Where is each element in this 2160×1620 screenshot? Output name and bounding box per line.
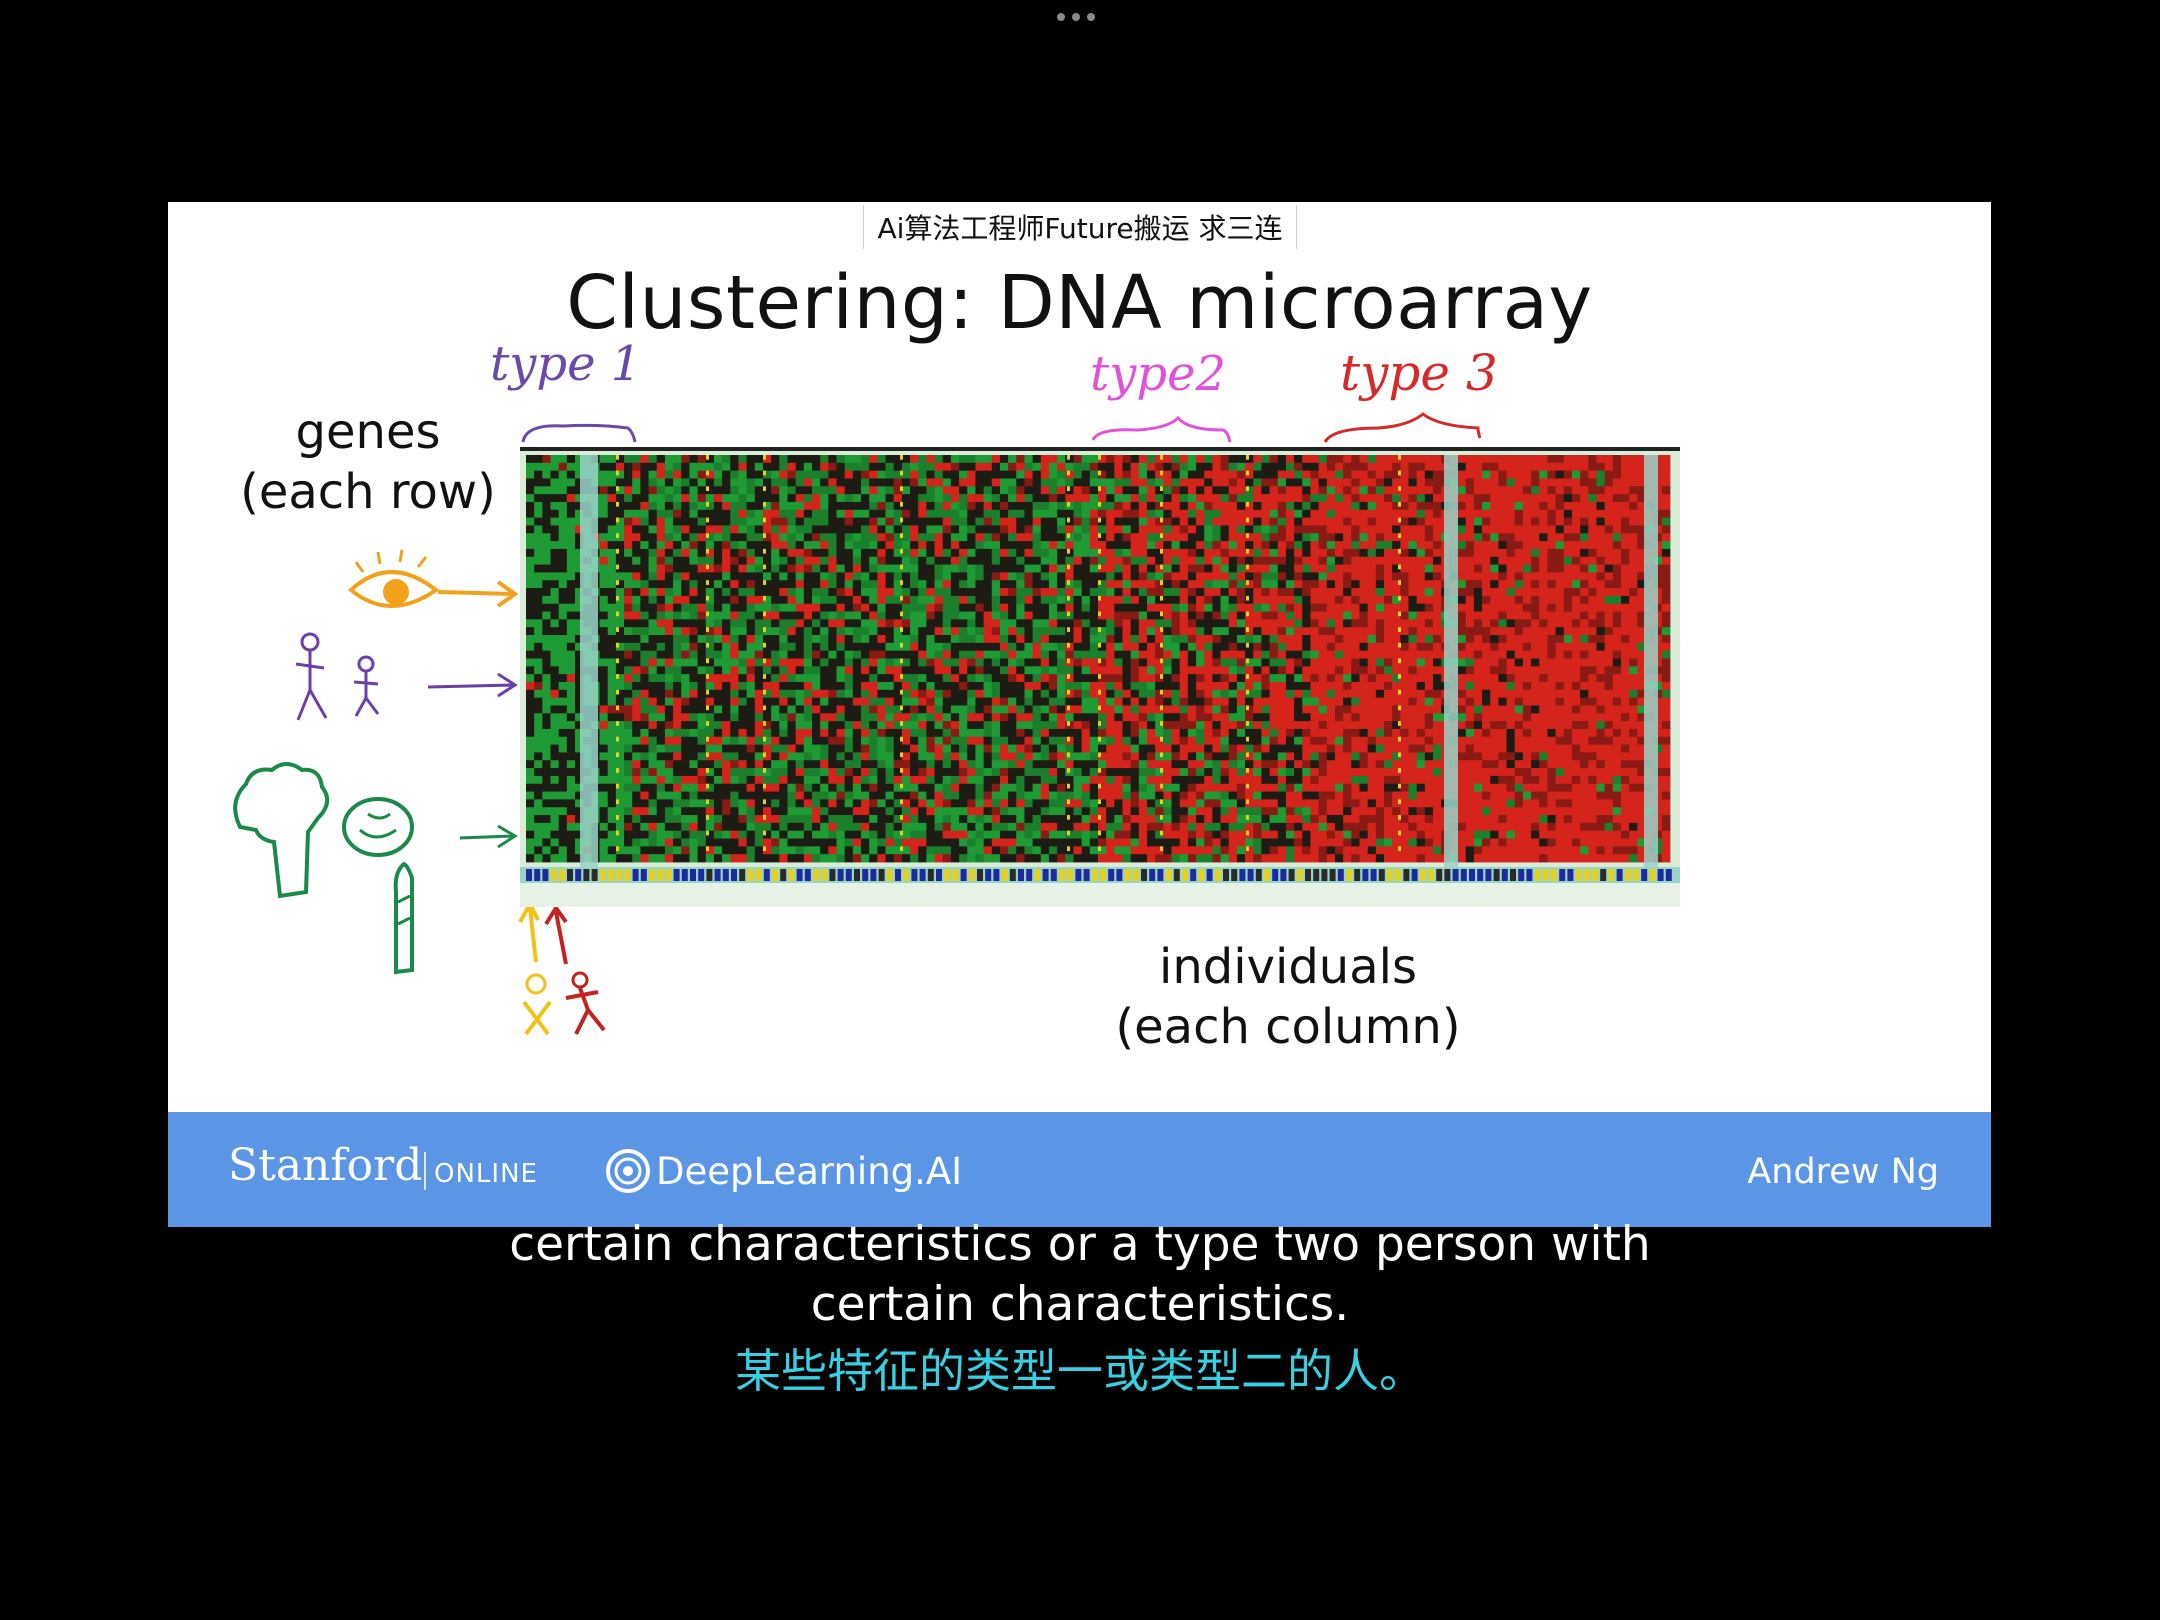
- microarray-heatmap: [520, 447, 1680, 907]
- individuals-label-line1: individuals: [1159, 939, 1417, 995]
- type2-annotation: type2: [1090, 346, 1232, 443]
- author-name: Andrew Ng: [1747, 1152, 1939, 1192]
- individuals-label: individuals (each column): [938, 937, 1638, 1057]
- handwritten-annotations: type 1 type2 type 3: [233, 336, 1498, 1036]
- type3-label: type 3: [1340, 344, 1498, 402]
- people-icon: [295, 632, 518, 721]
- subtitle-english-line2: certain characteristics.: [810, 1277, 1350, 1332]
- logo-divider: [424, 1152, 426, 1190]
- genes-label-line1: genes: [295, 404, 441, 460]
- individuals-label-line2: (each column): [1115, 999, 1461, 1055]
- uploader-watermark: Ai算法工程师Future搬运 求三连: [863, 205, 1297, 249]
- cabbage-icon: [342, 797, 414, 857]
- type1-label: type 1: [490, 336, 641, 392]
- subtitle-english-line1: certain characteristics or a type two pe…: [509, 1217, 1651, 1272]
- slide-title: Clustering: DNA microarray: [566, 260, 1593, 346]
- type1-annotation: type 1: [490, 336, 641, 443]
- deeplearning-label: DeepLearning.AI: [656, 1150, 963, 1193]
- type2-label: type2: [1090, 346, 1226, 402]
- veg-arrow: [459, 824, 518, 849]
- eye-icon: [347, 549, 519, 608]
- deeplearning-logo-icon: [606, 1149, 650, 1193]
- asparagus-icon: [393, 861, 414, 975]
- slide-footer-bar: Stanford ONLINE DeepLearning.AI Andrew N…: [168, 1112, 1991, 1227]
- type3-annotation: type 3: [1323, 344, 1498, 443]
- individual-arrows: [518, 899, 606, 1036]
- online-label: ONLINE: [434, 1159, 538, 1189]
- broccoli-icon: [233, 762, 330, 899]
- subtitles: certain characteristics or a type two pe…: [0, 1215, 2160, 1401]
- stanford-logo: Stanford: [228, 1140, 423, 1191]
- lecture-slide: Ai算法工程师Future搬运 求三连 Clustering: DNA micr…: [168, 202, 1991, 1227]
- subtitle-chinese: 某些特征的类型一或类型二的人。: [735, 1344, 1425, 1398]
- heatmap-graphic: [520, 447, 1680, 907]
- more-options-icon[interactable]: [1057, 13, 1095, 21]
- genes-label-line2: (each row): [240, 464, 496, 520]
- genes-label: genes (each row): [208, 402, 528, 522]
